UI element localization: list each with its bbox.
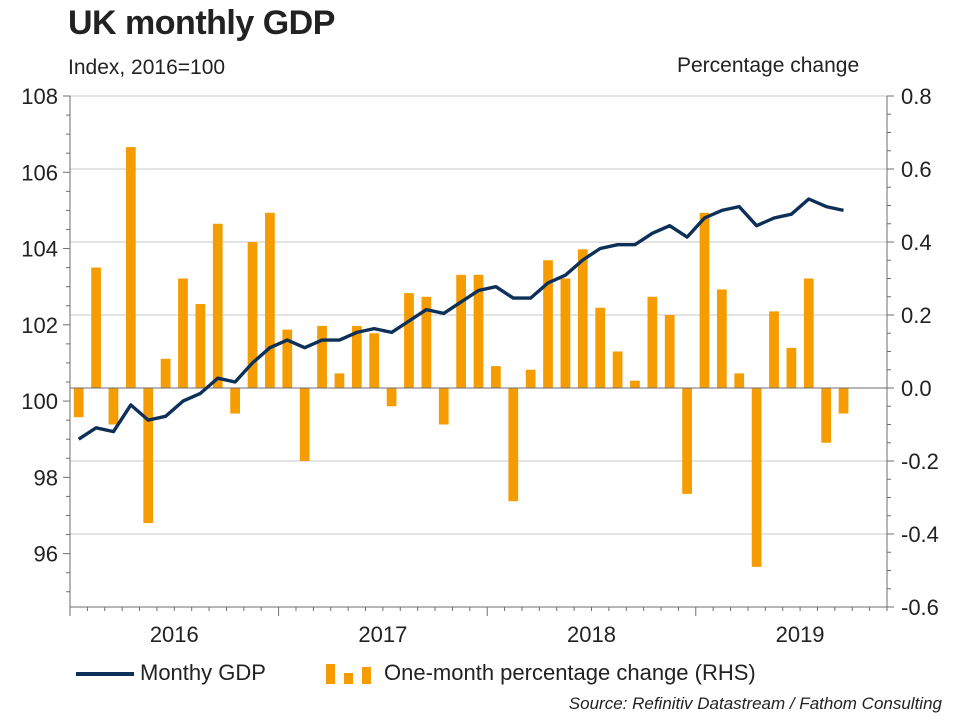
bar-44 bbox=[838, 388, 849, 414]
bar-series bbox=[73, 147, 849, 567]
left-axis-label: Index, 2016=100 bbox=[68, 56, 226, 79]
legend-line-swatch bbox=[76, 672, 134, 676]
bar-14 bbox=[317, 325, 327, 388]
bar-3 bbox=[125, 147, 136, 388]
bar-35 bbox=[682, 388, 692, 494]
bar-28 bbox=[560, 278, 571, 388]
left-tick-label-3: 102 bbox=[21, 313, 58, 338]
legend-line-label: Monthy GDP bbox=[140, 660, 266, 685]
legend-bar-label: One-month percentage change (RHS) bbox=[384, 660, 756, 685]
x-tick-label-2018: 2018 bbox=[567, 622, 616, 647]
bar-11 bbox=[265, 212, 275, 388]
bar-33 bbox=[647, 296, 658, 388]
bar-8 bbox=[212, 223, 223, 388]
bar-37 bbox=[716, 289, 727, 388]
x-tick-label-2016: 2016 bbox=[150, 622, 199, 647]
bar-25 bbox=[508, 388, 519, 502]
source-note: Source: Refinitiv Datastream / Fathom Co… bbox=[568, 694, 942, 713]
bar-19 bbox=[404, 293, 414, 388]
right-tick-label-4: 0.0 bbox=[901, 376, 932, 401]
x-tick-label-2017: 2017 bbox=[358, 622, 407, 647]
bar-5 bbox=[160, 358, 171, 388]
bar-4 bbox=[143, 388, 154, 524]
bar-31 bbox=[612, 351, 623, 388]
chart-title: UK monthly GDP bbox=[68, 4, 335, 42]
gdp-line bbox=[77, 197, 844, 441]
bar-40 bbox=[769, 311, 779, 388]
bar-10 bbox=[247, 242, 258, 388]
right-tick-label-5: -0.2 bbox=[901, 449, 939, 474]
bar-0 bbox=[73, 388, 84, 418]
left-tick-label-2: 104 bbox=[21, 237, 58, 262]
bar-13 bbox=[299, 388, 310, 461]
right-tick-label-1: 0.6 bbox=[901, 157, 932, 182]
bar-43 bbox=[821, 388, 832, 443]
bar-39 bbox=[751, 388, 762, 567]
x-tick-label-2019: 2019 bbox=[776, 622, 825, 647]
bar-12 bbox=[282, 329, 293, 388]
bar-23 bbox=[473, 274, 484, 388]
chart-plot: 108 106 104 102 100 98 96 0.8 0.6 0.4 0.2 0.0 -0.2 -0… bbox=[21, 84, 939, 647]
bar-2 bbox=[108, 388, 119, 425]
right-tick-label-0: 0.8 bbox=[901, 84, 932, 109]
line-series bbox=[77, 197, 844, 441]
bar-30 bbox=[595, 307, 606, 388]
right-axis-label: Percentage change bbox=[677, 54, 860, 77]
bar-32 bbox=[630, 380, 640, 388]
bar-16 bbox=[351, 325, 362, 388]
bar-7 bbox=[195, 304, 206, 388]
left-tick-label-1: 106 bbox=[21, 160, 58, 185]
bar-38 bbox=[734, 373, 745, 388]
right-tick-label-7: -0.6 bbox=[901, 595, 939, 620]
bar-9 bbox=[230, 388, 241, 414]
bar-22 bbox=[456, 274, 466, 388]
bar-42 bbox=[803, 278, 814, 388]
bar-41 bbox=[786, 347, 797, 388]
bar-6 bbox=[178, 278, 188, 388]
bar-26 bbox=[525, 369, 536, 388]
bar-18 bbox=[386, 388, 397, 407]
bar-1 bbox=[91, 267, 101, 388]
tick-labels: 108 106 104 102 100 98 96 0.8 0.6 0.4 0.2 0.0 -0.2 -0… bbox=[21, 84, 939, 647]
left-tick-label-0: 108 bbox=[21, 84, 58, 109]
bar-36 bbox=[699, 212, 710, 388]
bar-27 bbox=[543, 260, 553, 388]
right-tick-label-2: 0.4 bbox=[901, 230, 932, 255]
left-tick-label-6: 96 bbox=[34, 542, 58, 567]
left-tick-label-5: 98 bbox=[34, 465, 58, 490]
right-tick-label-3: 0.2 bbox=[901, 303, 932, 328]
axes bbox=[63, 95, 894, 616]
legend-bar-swatch bbox=[326, 664, 371, 684]
bar-24 bbox=[491, 366, 501, 388]
right-tick-label-6: -0.4 bbox=[901, 522, 939, 547]
bar-34 bbox=[664, 315, 675, 388]
left-tick-label-4: 100 bbox=[21, 389, 58, 414]
bar-21 bbox=[438, 388, 449, 425]
bar-17 bbox=[369, 333, 380, 388]
bar-29 bbox=[577, 249, 588, 388]
bar-20 bbox=[421, 296, 432, 388]
bar-15 bbox=[334, 373, 345, 388]
